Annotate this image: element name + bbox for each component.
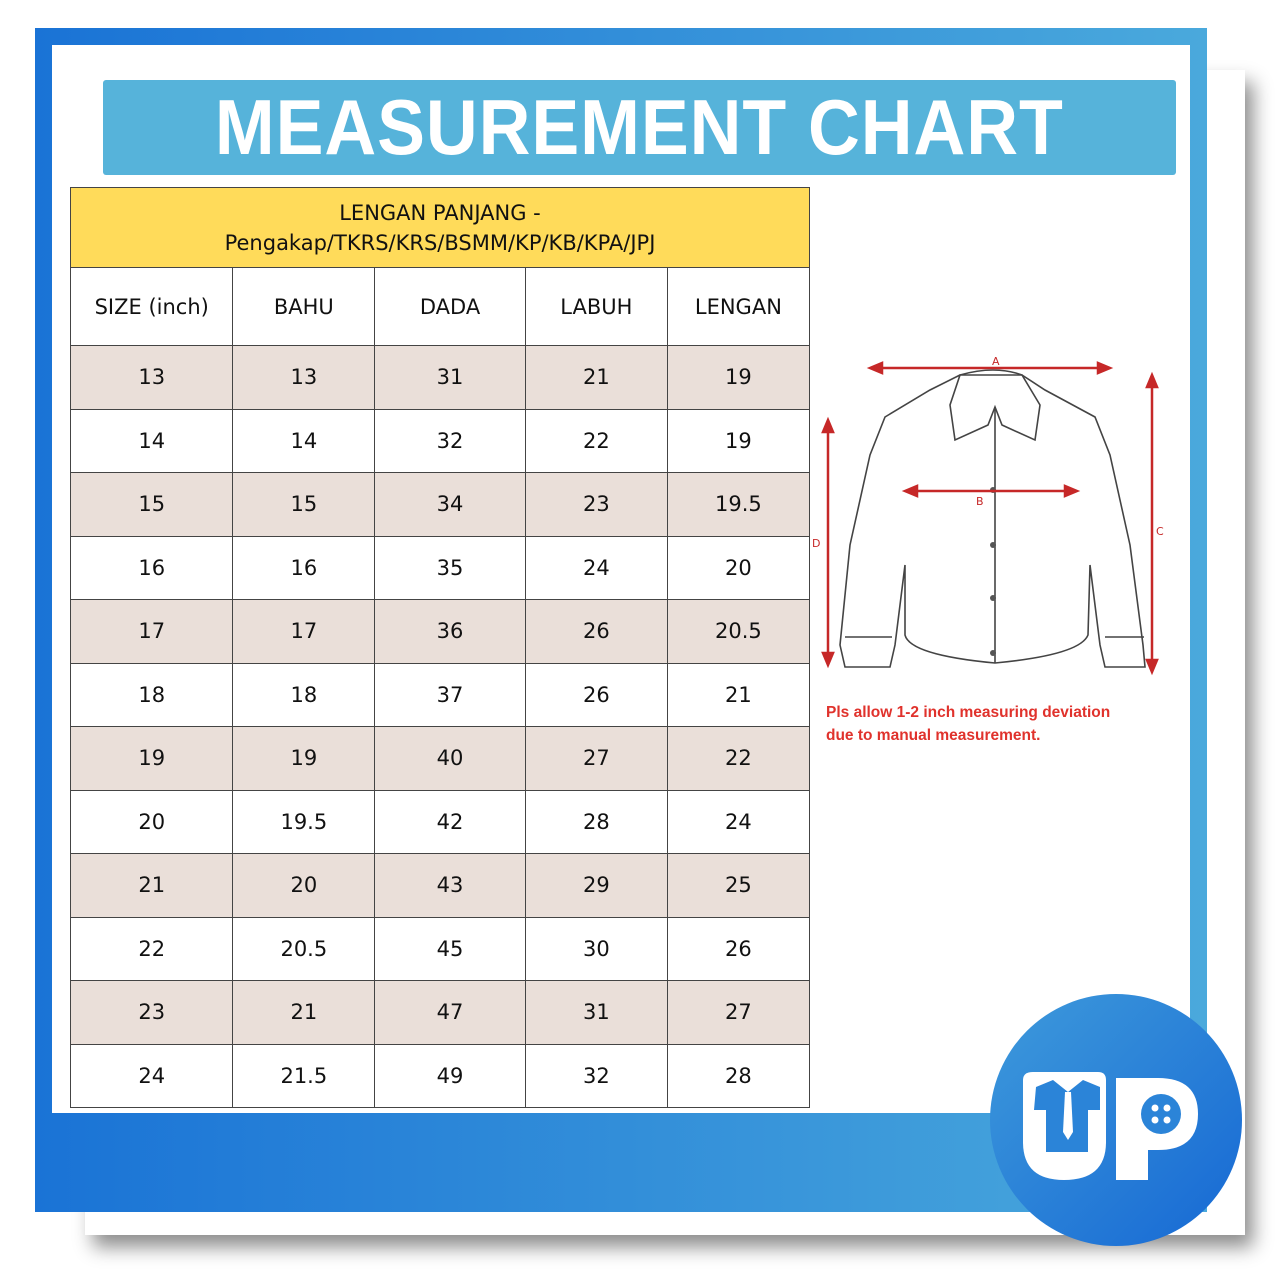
table-cell: 20	[232, 853, 376, 918]
table-row: 14 14 32 22 19	[69, 408, 811, 473]
caption-line-2: Pengakap/TKRS/KRS/BSMM/KP/KB/KPA/JPJ	[224, 230, 656, 255]
table-cell: 26	[524, 662, 668, 727]
label-d: D	[812, 537, 820, 550]
table-cell: 21	[524, 345, 668, 410]
table-cell: 13	[232, 345, 376, 410]
table-cell: 21	[69, 853, 234, 918]
table-cell: 22	[69, 916, 234, 981]
shirt-outline	[839, 369, 1146, 668]
table-cell: 24	[524, 535, 668, 600]
logo-text: UP	[988, 992, 990, 993]
table-cell: 29	[524, 853, 668, 918]
table-row: 18 18 37 26 21	[69, 662, 811, 727]
table-cell: 17	[69, 599, 234, 664]
table-cell: 23	[524, 472, 668, 537]
table-cell: 30	[524, 916, 668, 981]
table-cell: 22	[524, 408, 668, 473]
column-header: BAHU	[232, 267, 376, 346]
table-cell: 16	[232, 535, 376, 600]
table-cell: 19	[666, 345, 811, 410]
table-cell: 21	[232, 980, 376, 1045]
table-cell: 24	[666, 789, 811, 854]
table-cell: 25	[666, 853, 811, 918]
table-cell: 32	[524, 1043, 668, 1108]
table-row: 17 17 36 26 20.5	[69, 599, 811, 664]
shirt-diagram: A B C D	[812, 355, 1164, 676]
table-cell: 28	[666, 1043, 811, 1108]
table-cell: 21.5	[232, 1043, 376, 1108]
table-cell: 34	[374, 472, 526, 537]
table-row: 23 21 47 31 27	[69, 980, 811, 1045]
table-cell: 20	[69, 789, 234, 854]
caption-line-1: LENGAN PANJANG -	[339, 200, 541, 225]
table-cell: 19.5	[666, 472, 811, 537]
table-row: 21 20 43 29 25	[69, 853, 811, 918]
table-cell: 24	[69, 1043, 234, 1108]
table-row: 15 15 34 23 19.5	[69, 472, 811, 537]
table-cell: 43	[374, 853, 526, 918]
table-cell: 14	[232, 408, 376, 473]
table-cell: 19.5	[232, 789, 376, 854]
table-cell: 49	[374, 1043, 526, 1108]
up-logo: UP	[988, 992, 1242, 1246]
table-cell: 19	[69, 726, 234, 791]
table-cell: 16	[69, 535, 234, 600]
page-title: MEASUREMENT CHART	[103, 80, 1176, 175]
table-cell: 26	[666, 916, 811, 981]
table-cell: 22	[666, 726, 811, 791]
label-a: A	[992, 355, 1000, 368]
table-cell: 18	[232, 662, 376, 727]
label-b: B	[976, 495, 984, 508]
table-cell: 20	[666, 535, 811, 600]
deviation-note: Pls allow 1-2 inch measuring deviation du…	[826, 701, 1110, 747]
table-cell: 23	[69, 980, 234, 1045]
table-cell: 15	[232, 472, 376, 537]
table-cell: 31	[524, 980, 668, 1045]
column-header: LABUH	[524, 267, 668, 346]
table-cell: 20.5	[666, 599, 811, 664]
note-line-1: Pls allow 1-2 inch measuring deviation	[826, 704, 1111, 721]
table-cell: 28	[524, 789, 668, 854]
measure-arrows	[821, 361, 1159, 676]
table-cell: 19	[232, 726, 376, 791]
table-cell: 27	[666, 980, 811, 1045]
table-caption: LENGAN PANJANG - Pengakap/TKRS/KRS/BSMM/K…	[70, 187, 810, 268]
table-cell: 37	[374, 662, 526, 727]
table-row: 24 21.5 49 32 28	[69, 1043, 811, 1108]
table-cell: 26	[524, 599, 668, 664]
table-cell: 17	[232, 599, 376, 664]
table-cell: 32	[374, 408, 526, 473]
table-cell: 18	[69, 662, 234, 727]
table-cell: 36	[374, 599, 526, 664]
table-cell: 20.5	[232, 916, 376, 981]
table-cell: 40	[374, 726, 526, 791]
table-row: 20 19.5 42 28 24	[69, 789, 811, 854]
table-row: 16 16 35 24 20	[69, 535, 811, 600]
table-cell: 31	[374, 345, 526, 410]
table-cell: 13	[69, 345, 234, 410]
table-cell: 14	[69, 408, 234, 473]
table-cell: 45	[374, 916, 526, 981]
column-header: DADA	[374, 267, 526, 346]
table-row: 19 19 40 27 22	[69, 726, 811, 791]
table-cell: 21	[666, 662, 811, 727]
table-row: 22 20.5 45 30 26	[69, 916, 811, 981]
table-cell: 35	[374, 535, 526, 600]
table-cell: 19	[666, 408, 811, 473]
column-header: LENGAN	[666, 267, 811, 346]
note-line-2: due to manual measurement.	[826, 727, 1041, 744]
table-cell: 27	[524, 726, 668, 791]
size-table: LENGAN PANJANG - Pengakap/TKRS/KRS/BSMM/K…	[69, 187, 811, 1108]
table-row: 13 13 31 21 19	[69, 345, 811, 410]
table-cell: 47	[374, 980, 526, 1045]
label-c: C	[1156, 525, 1164, 538]
column-header: SIZE (inch)	[69, 267, 234, 346]
title-text: MEASUREMENT CHART	[215, 83, 1064, 171]
table-cell: 15	[69, 472, 234, 537]
table-cell: 42	[374, 789, 526, 854]
